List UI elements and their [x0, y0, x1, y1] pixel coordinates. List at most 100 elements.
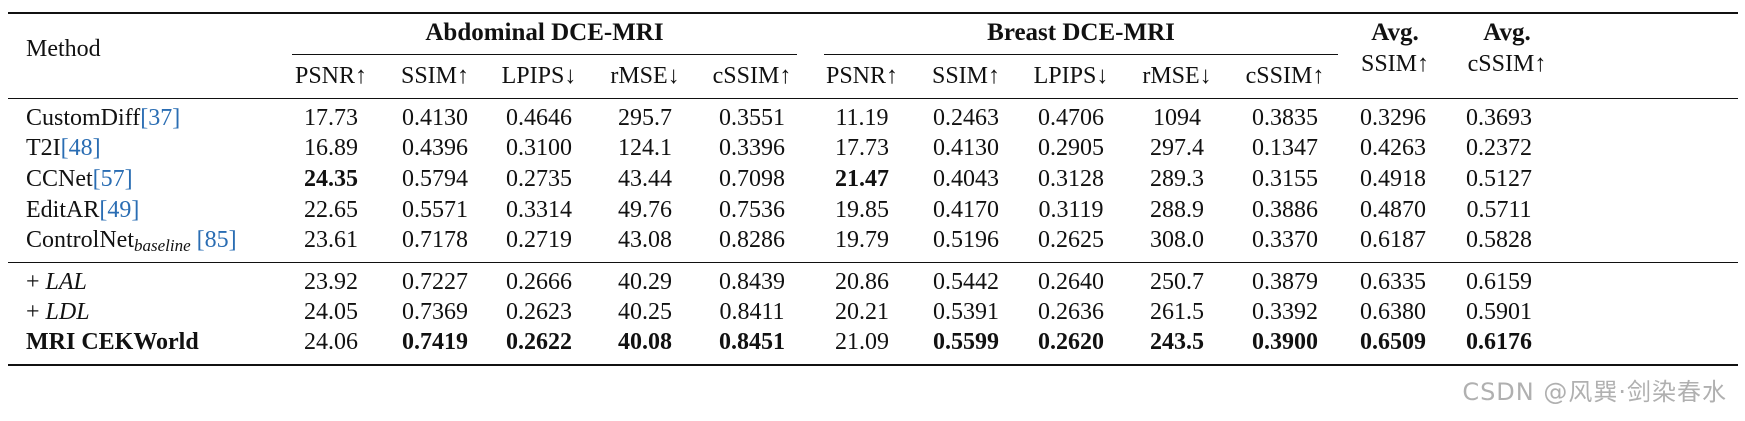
metric-header: SSIM↑ — [931, 63, 1001, 89]
breast-group-rule — [824, 54, 1338, 55]
method-label: CustomDiff — [26, 105, 141, 131]
table-cell: 20.86 — [835, 269, 889, 295]
table-cell: 19.79 — [835, 227, 889, 253]
table-cell: 0.2623 — [506, 299, 572, 325]
table-cell: 0.2735 — [506, 166, 572, 192]
table-cell: 0.5127 — [1466, 166, 1532, 192]
table-cell: 0.2463 — [933, 105, 999, 131]
section-rule — [8, 262, 1738, 263]
citation-link[interactable]: [37] — [140, 105, 181, 131]
table-cell: 0.2620 — [1038, 329, 1104, 355]
abdominal-group-rule — [292, 54, 797, 55]
citation-link[interactable]: [48] — [60, 135, 101, 161]
table-cell: 0.2640 — [1038, 269, 1104, 295]
metric-header: SSIM↑ — [400, 63, 470, 89]
table-cell: 43.08 — [618, 227, 672, 253]
table-cell: 0.8286 — [719, 227, 785, 253]
table-cell: 0.3879 — [1252, 269, 1318, 295]
table-cell: 0.8411 — [719, 299, 785, 325]
table-cell: 0.1347 — [1252, 135, 1318, 161]
table-cell: 0.7227 — [402, 269, 468, 295]
method-label: EditAR — [26, 197, 100, 223]
metric-header: LPIPS↓ — [501, 63, 577, 89]
table-cell: 0.4170 — [933, 197, 999, 223]
table-cell: 0.7369 — [402, 299, 468, 325]
citation-link[interactable]: [85] — [196, 227, 237, 253]
table-cell: 23.92 — [304, 269, 358, 295]
table-cell: 250.7 — [1150, 269, 1204, 295]
table-cell: 0.6335 — [1360, 269, 1426, 295]
table-cell: 0.3296 — [1360, 105, 1426, 131]
method-label: LDL — [45, 299, 90, 325]
table-cell: 261.5 — [1150, 299, 1204, 325]
method-label: ControlNet — [26, 227, 134, 253]
table-cell: 0.2636 — [1038, 299, 1104, 325]
table-cell: 0.3128 — [1038, 166, 1104, 192]
table-cell: 288.9 — [1150, 197, 1204, 223]
avg-cssim-header-line2: cSSIM↑ — [1467, 51, 1547, 77]
method-name: CustomDiff[37] — [26, 104, 180, 132]
method-prefix: + — [26, 299, 46, 325]
citation-link[interactable]: [49] — [99, 197, 140, 223]
table-cell: 0.3693 — [1466, 105, 1532, 131]
table-cell: 19.85 — [835, 197, 889, 223]
table-cell: 0.6509 — [1360, 329, 1426, 355]
table-cell: 124.1 — [618, 135, 672, 161]
method-name: EditAR[49] — [26, 196, 139, 224]
table-cell: 0.5828 — [1466, 227, 1532, 253]
table-cell: 0.2622 — [506, 329, 572, 355]
metric-header: PSNR↑ — [825, 63, 899, 89]
table-cell: 24.05 — [304, 299, 358, 325]
table-cell: 0.3900 — [1252, 329, 1318, 355]
table-cell: 0.6159 — [1466, 269, 1532, 295]
abdominal-group-header: Abdominal DCE-MRI — [425, 19, 664, 46]
bottom-rule — [8, 364, 1738, 366]
table-cell: 40.08 — [618, 329, 672, 355]
table-cell: 0.4130 — [402, 105, 468, 131]
table-cell: 17.73 — [304, 105, 358, 131]
table-cell: 16.89 — [304, 135, 358, 161]
method-name: MRI CEKWorld — [26, 328, 199, 356]
breast-group-header: Breast DCE-MRI — [987, 19, 1175, 46]
table-cell: 0.2719 — [506, 227, 572, 253]
table-cell: 0.3886 — [1252, 197, 1318, 223]
citation-link[interactable]: [57] — [92, 166, 133, 192]
table-cell: 0.4646 — [506, 105, 572, 131]
table-cell: 0.3551 — [719, 105, 785, 131]
method-prefix: + — [26, 269, 46, 295]
table-cell: 0.4706 — [1038, 105, 1104, 131]
table-cell: 0.2666 — [506, 269, 572, 295]
table-cell: 20.21 — [835, 299, 889, 325]
table-cell: 308.0 — [1150, 227, 1204, 253]
table-cell: 0.5391 — [933, 299, 999, 325]
table-cell: 0.4870 — [1360, 197, 1426, 223]
metric-header: PSNR↑ — [294, 63, 368, 89]
table-cell: 0.7098 — [719, 166, 785, 192]
table-cell: 0.4263 — [1360, 135, 1426, 161]
table-cell: 0.5599 — [933, 329, 999, 355]
top-rule — [8, 12, 1738, 14]
table-cell: 40.25 — [618, 299, 672, 325]
table-cell: 0.2372 — [1466, 135, 1532, 161]
table-cell: 0.3119 — [1038, 197, 1104, 223]
metric-header: cSSIM↑ — [1245, 63, 1325, 89]
header-rule — [8, 98, 1738, 99]
table-cell: 297.4 — [1150, 135, 1204, 161]
table-cell: 22.65 — [304, 197, 358, 223]
table-cell: 0.3835 — [1252, 105, 1318, 131]
avg-ssim-header-line1: Avg. — [1371, 19, 1419, 46]
table-cell: 0.8451 — [719, 329, 785, 355]
method-name: ControlNetbaseline [85] — [26, 226, 237, 260]
method-name: T2I[48] — [26, 134, 101, 162]
table-cell: 0.5794 — [402, 166, 468, 192]
table-cell: 295.7 — [618, 105, 672, 131]
method-name: + LAL — [26, 268, 87, 296]
table-cell: 0.3155 — [1252, 166, 1318, 192]
table-cell: 0.5196 — [933, 227, 999, 253]
table-cell: 24.06 — [304, 329, 358, 355]
table-cell: 0.3314 — [506, 197, 572, 223]
table-cell: 24.35 — [304, 166, 358, 192]
table-cell: 17.73 — [835, 135, 889, 161]
table-cell: 243.5 — [1150, 329, 1204, 355]
